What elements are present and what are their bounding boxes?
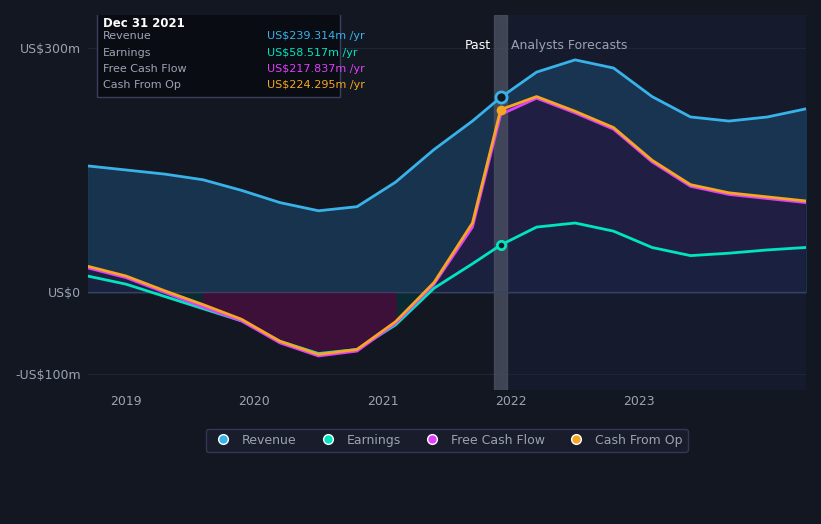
Text: US$217.837m /yr: US$217.837m /yr [267,64,365,74]
Text: US$239.314m /yr: US$239.314m /yr [267,31,365,41]
Text: Past: Past [465,39,490,52]
Text: Free Cash Flow: Free Cash Flow [103,64,186,74]
Bar [501,15,806,390]
Bar [97,0,340,96]
Bar [494,15,507,390]
Text: Revenue: Revenue [103,31,152,41]
Text: Analysts Forecasts: Analysts Forecasts [511,39,627,52]
Text: US$224.295m /yr: US$224.295m /yr [267,80,365,91]
Text: Cash From Op: Cash From Op [103,80,181,91]
Text: US$58.517m /yr: US$58.517m /yr [267,48,358,58]
Text: Dec 31 2021: Dec 31 2021 [103,17,185,30]
Text: Earnings: Earnings [103,48,151,58]
Legend: Revenue, Earnings, Free Cash Flow, Cash From Op: Revenue, Earnings, Free Cash Flow, Cash … [206,429,688,452]
